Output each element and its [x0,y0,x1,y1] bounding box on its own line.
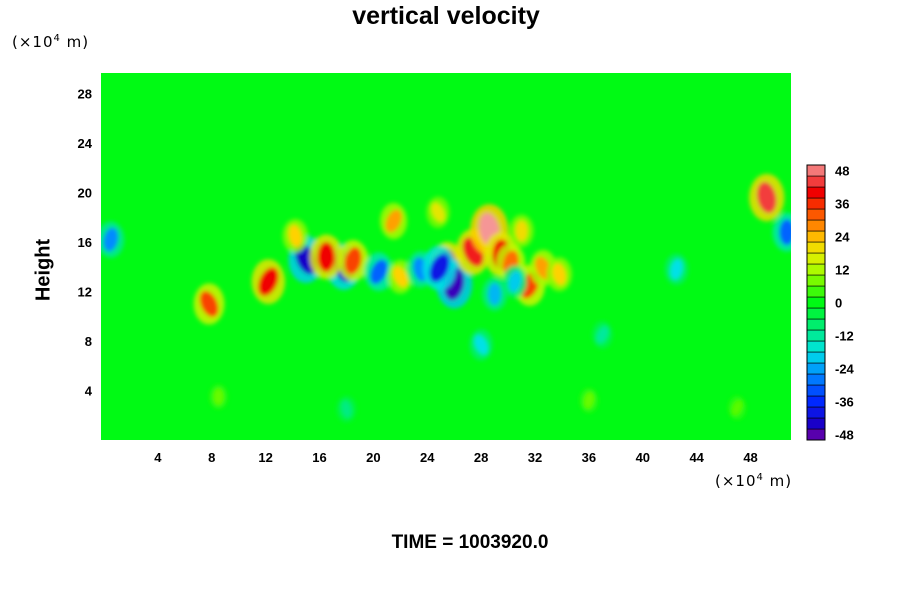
y-tick-label: 12 [78,285,92,300]
colorbar-tick-label: 48 [835,164,849,179]
heatmap-feature [199,290,219,317]
colorbar-segment [806,164,826,177]
plot-area [101,73,791,440]
heatmap-feature [385,209,402,233]
heatmap-feature [552,263,567,286]
x-tick-label: 20 [366,450,380,465]
heatmap-feature [344,247,362,275]
colorbar-segment [806,362,826,375]
x-tick-label: 44 [689,450,704,465]
colorbar-segment [806,384,826,397]
colorbar-segment [806,318,826,331]
heatmap-feature [288,224,303,248]
colorbar-segment [806,263,826,276]
y-tick-label: 20 [78,186,92,201]
heatmap-feature [429,253,450,283]
x-tick-label: 36 [582,450,596,465]
colorbar-segment [806,274,826,287]
x-tick-label: 32 [528,450,542,465]
colorbar-segment [806,307,826,320]
x-tick-label: 24 [420,450,435,465]
time-label: TIME = 1003920.0 [391,532,549,553]
x-unit-suffix: m) [763,472,793,490]
y-tick-label: 28 [78,87,92,102]
colorbar-segment [806,406,826,419]
heatmap-feature [596,326,609,344]
colorbar-segment [806,208,826,221]
y-axis-unit: (×104 m) [12,33,89,51]
heatmap-feature [731,400,743,416]
colorbar-segment [806,351,826,364]
x-tick-label: 12 [258,450,272,465]
colorbar-segment [806,395,826,408]
colorbar-segment [806,329,826,342]
heatmap-feature [103,227,119,252]
x-unit-exponent: 4 [756,472,764,483]
colorbar-segment [806,241,826,254]
colorbar-segment [806,186,826,199]
heatmap-feature [779,219,791,246]
heatmap-feature [508,270,522,293]
heatmap-feature [583,392,594,409]
colorbar-tick-label: -24 [835,362,855,377]
x-tick-label: 40 [636,450,650,465]
colorbar-segment [806,417,826,430]
heatmap-feature [487,282,502,306]
colorbar-tick-label: 12 [835,263,849,278]
colorbar-frame [806,164,826,441]
heatmap-feature [392,266,408,288]
colorbar-tick-label: 0 [835,296,842,311]
colorbar-segment [806,219,826,232]
heatmap-feature [757,181,777,214]
y-unit-suffix: m) [60,33,90,51]
x-tick-label: 8 [208,450,215,465]
colorbar-segment [806,296,826,309]
y-tick-label: 8 [85,334,92,349]
x-tick-label: 4 [154,450,162,465]
colorbar-segment [806,373,826,386]
heatmap-feature [430,202,446,223]
x-unit-prefix: (×10 [715,472,757,490]
x-tick-label: 16 [312,450,326,465]
colorbar: 48 36 24 12 0 -12 -24 -36 -48 [806,164,855,443]
colorbar-tick-label: 24 [835,230,850,245]
colorbar-tick-label: -36 [835,395,854,410]
x-axis-unit: (×104 m) [715,472,792,490]
colorbar-segment [806,340,826,353]
colorbar-segment [806,230,826,243]
y-unit-prefix: (×10 [12,33,54,51]
heatmap-feature [474,334,489,355]
x-tick-label: 28 [474,450,488,465]
heatmap-feature [370,259,388,284]
chart-title: vertical velocity [352,2,540,30]
colorbar-tick-label: -12 [835,329,854,344]
y-unit-exponent: 4 [53,33,61,44]
colorbar-segment [806,428,826,441]
heatmap-feature [515,220,528,242]
colorbar-tick-label: 36 [835,197,849,212]
colorbar-segment [806,252,826,265]
colorbar-segment [806,197,826,210]
colorbar-segment [806,175,826,188]
x-tick-label: 48 [743,450,757,465]
heatmap-feature [213,388,224,405]
colorbar-tick-label: -48 [835,428,854,443]
colorbar-segment [806,285,826,298]
y-tick-label: 16 [78,235,92,250]
heatmap-feature [258,267,279,296]
y-tick-label: 4 [85,384,93,399]
heatmap-feature [317,241,336,272]
heatmap-feature [670,258,683,280]
y-tick-label: 24 [78,136,93,151]
heatmap-feature [341,400,352,418]
